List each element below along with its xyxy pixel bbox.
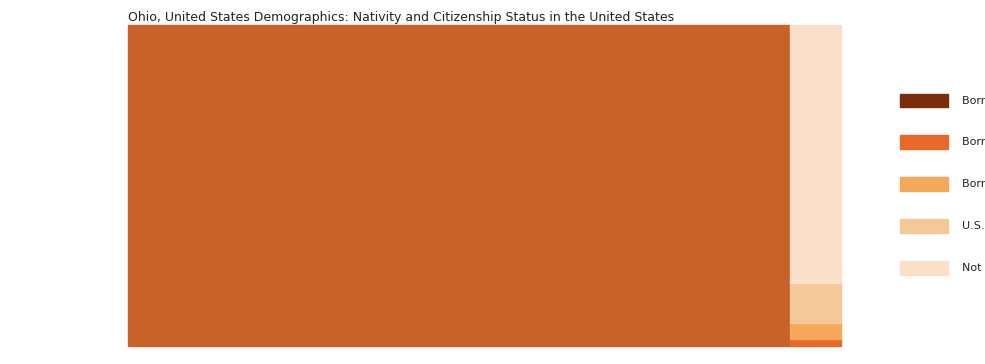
Text: Ohio, United States Demographics: Nativity and Citizenship Status in the United : Ohio, United States Demographics: Nativi… <box>128 11 674 24</box>
Text: Born in Puerto Rico or U.S. Island Areas: Born in Puerto Rico or U.S. Island Areas <box>962 137 985 147</box>
Bar <box>900 177 948 191</box>
Bar <box>790 283 841 323</box>
Bar <box>790 339 841 346</box>
Bar <box>900 219 948 233</box>
Bar <box>900 135 948 149</box>
Bar <box>900 94 948 107</box>
Text: Born in the United States: Born in the United States <box>962 95 985 106</box>
Bar <box>900 261 948 275</box>
Bar <box>790 25 841 283</box>
Text: Not a U.S. citizen: Not a U.S. citizen <box>962 263 985 273</box>
Text: U.S. citizen by naturalization: U.S. citizen by naturalization <box>962 221 985 231</box>
Text: Born abroad of American parent(s): Born abroad of American parent(s) <box>962 179 985 189</box>
Bar <box>790 323 841 339</box>
Bar <box>128 25 790 346</box>
